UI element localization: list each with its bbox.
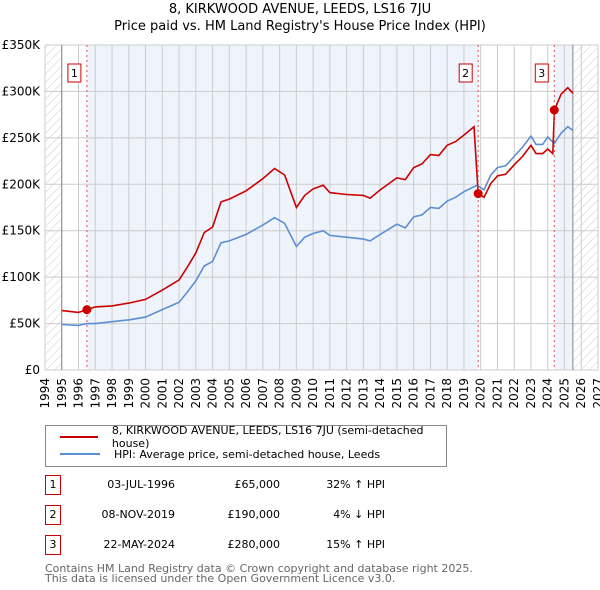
hpi-line [61,125,574,327]
transaction-price: £190,000 [227,508,281,521]
x-tick-label: 2001 [155,378,169,409]
x-tick-label: 2020 [474,378,488,409]
transaction-row: 2 08-NOV-2019 £190,000 4% ↓ HPI [45,505,465,525]
transaction-hpi: 4% ↓ HPI [333,508,385,521]
footer-licence: This data is licensed under the Open Gov… [45,572,396,585]
y-tick-label: £300K [2,84,42,98]
transaction-date: 03-JUL-1996 [107,478,175,491]
sale-label-box [458,63,473,83]
x-tick-label: 2027 [591,378,600,409]
x-tick-label: 1996 [72,378,86,409]
x-tick-label: 1997 [88,378,102,409]
x-tick-label: 2026 [574,378,588,409]
x-tick-label: 2004 [206,378,220,409]
transaction-price: £280,000 [227,538,281,551]
sale-label-box [67,63,82,83]
sale-point [549,105,559,115]
transaction-marker: 3 [45,535,61,555]
y-tick-label: £100K [2,270,42,284]
x-tick-label: 2014 [373,378,387,409]
x-tick-label: 2021 [490,378,504,409]
x-tick-label: 2010 [306,378,320,409]
sale-label: 2 [462,67,469,80]
sale-point [473,189,483,199]
transaction-row: 3 22-MAY-2024 £280,000 15% ↑ HPI [45,535,465,555]
x-tick-label: 1999 [122,378,136,409]
legend-hpi: HPI: Average price, semi-detached house,… [114,447,381,461]
x-tick-label: 2003 [189,378,203,409]
x-tick-label: 2012 [340,378,354,409]
transaction-row: 1 03-JUL-1996 £65,000 32% ↑ HPI [45,475,465,495]
x-tick-label: 2009 [289,378,303,409]
price-chart: 1994 1995 1996 1997 1998 1999 2000 2001 2002 2003… [2,38,600,409]
footer-copyright: Contains HM Land Registry data © Crown c… [45,562,473,575]
sale-label: 1 [71,67,78,80]
x-tick-label: 2008 [273,378,287,409]
x-tick-label: 2002 [172,378,186,409]
legend-swatch-hpi [60,453,100,455]
ownership-shade [554,45,573,370]
y-tick-label: £200K [2,177,42,191]
y-tick-label: £50K [9,317,41,331]
transaction-hpi: 15% ↑ HPI [326,538,385,551]
x-tick-label: 2015 [390,378,404,409]
y-tick-label: £150K [2,224,42,238]
transaction-date: 08-NOV-2019 [101,508,175,521]
x-tick-label: 2006 [239,378,253,409]
y-tick-label: £250K [2,131,42,145]
ownership-shade [86,45,479,370]
y-tick-label: £0 [25,363,40,377]
sale-label: 3 [538,67,545,80]
x-tick-label: 2018 [440,378,454,409]
x-tick-label: 2013 [356,378,370,409]
x-tick-label: 2016 [407,378,421,409]
x-tick-label: 2007 [256,378,270,409]
legend-property: 8, KIRKWOOD AVENUE, LEEDS, LS16 7JU (sem… [111,424,424,450]
transaction-marker: 2 [45,505,61,525]
x-tick-label: 2005 [222,378,236,409]
transaction-date: 22-MAY-2024 [103,538,175,551]
y-tick-label: £350K [2,38,42,52]
legend-swatch-property [60,436,98,438]
x-tick-label: 1995 [55,378,69,409]
x-tick-label: 2019 [457,378,471,409]
x-tick-label: 1994 [38,378,52,409]
x-tick-label: 2023 [524,378,538,409]
x-tick-label: 2024 [541,378,555,409]
transaction-price: £65,000 [234,478,281,491]
sale-point [82,305,92,315]
transaction-hpi: 32% ↑ HPI [326,478,385,491]
hatch-after [572,45,598,370]
chart-title: 8, KIRKWOOD AVENUE, LEEDS, LS16 7JU [168,2,432,17]
sale-label-box [534,63,549,83]
x-tick-label: 2022 [507,378,521,409]
x-tick-label: 2025 [557,378,571,409]
x-tick-label: 2017 [423,378,437,409]
chart-subtitle: Price paid vs. HM Land Registry's House … [114,19,486,34]
transaction-marker: 1 [45,475,61,495]
property-line [61,86,574,314]
x-tick-label: 2000 [139,378,153,409]
hatch-before [45,45,62,370]
x-tick-label: 2011 [323,378,337,409]
legend: 8, KIRKWOOD AVENUE, LEEDS, LS16 7JU (sem… [45,424,447,467]
x-tick-label: 1998 [105,378,119,409]
